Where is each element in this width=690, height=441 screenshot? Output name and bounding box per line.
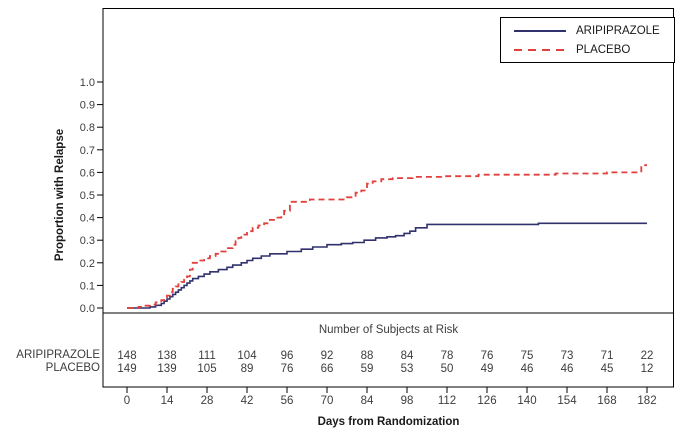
risk-count: 105 bbox=[197, 363, 216, 375]
x-axis-tick-label: 126 bbox=[477, 395, 496, 407]
risk-count: 75 bbox=[521, 350, 534, 362]
x-axis-tick-label: 14 bbox=[161, 395, 174, 407]
risk-count: 66 bbox=[321, 363, 334, 375]
risk-count: 45 bbox=[601, 363, 614, 375]
placebo-line-swatch bbox=[514, 48, 566, 51]
y-axis-tick-label: 0.4 bbox=[80, 213, 95, 225]
risk-row-label-aripiprazole: ARIPIPRAZOLE bbox=[16, 349, 100, 361]
legend-label-aripiprazole: ARIPIPRAZOLE bbox=[576, 24, 660, 37]
y-axis-tick-label: 0.1 bbox=[80, 280, 95, 292]
x-axis-tick-label: 140 bbox=[517, 395, 536, 407]
risk-count: 46 bbox=[521, 363, 534, 375]
y-axis-tick-label: 0.6 bbox=[80, 167, 95, 179]
x-axis-tick-label: 182 bbox=[637, 395, 656, 407]
risk-row-label-placebo: PLACEBO bbox=[45, 362, 100, 374]
risk-count: 46 bbox=[561, 363, 574, 375]
risk-count: 49 bbox=[481, 363, 494, 375]
x-axis-tick-label: 70 bbox=[321, 395, 334, 407]
risk-count: 12 bbox=[641, 363, 654, 375]
placebo-curve bbox=[127, 164, 647, 309]
risk-count: 53 bbox=[401, 363, 414, 375]
plot-frame bbox=[102, 8, 674, 388]
risk-count: 139 bbox=[157, 363, 176, 375]
x-axis-tick-label: 154 bbox=[557, 395, 577, 407]
risk-count: 96 bbox=[281, 350, 294, 362]
risk-count: 50 bbox=[441, 363, 454, 375]
aripiprazole-curve bbox=[127, 222, 647, 309]
y-axis-tick-label: 1.0 bbox=[80, 77, 95, 89]
risk-count: 71 bbox=[601, 350, 614, 362]
legend-item-placebo: PLACEBO bbox=[514, 43, 674, 57]
risk-count: 138 bbox=[157, 350, 176, 362]
y-axis-tick-label: 0.3 bbox=[80, 235, 95, 247]
legend-item-aripiprazole: ARIPIPRAZOLE bbox=[514, 24, 674, 38]
risk-count: 73 bbox=[561, 350, 574, 362]
x-axis-tick-label: 56 bbox=[281, 395, 294, 407]
y-axis-tick-label: 0.8 bbox=[80, 122, 95, 134]
risk-count: 59 bbox=[361, 363, 374, 375]
risk-count: 88 bbox=[361, 350, 374, 362]
legend-box: ARIPIPRAZOLE PLACEBO bbox=[500, 17, 675, 63]
y-axis-tick-label: 0.5 bbox=[80, 190, 95, 202]
x-axis-tick-label: 98 bbox=[401, 395, 414, 407]
y-axis-tick-label: 0.7 bbox=[80, 145, 95, 157]
legend-label-placebo: PLACEBO bbox=[576, 43, 631, 56]
risk-count: 22 bbox=[641, 350, 654, 362]
risk-count: 104 bbox=[237, 350, 257, 362]
risk-count: 84 bbox=[401, 350, 414, 362]
risk-count: 76 bbox=[481, 350, 494, 362]
risk-count: 149 bbox=[117, 363, 136, 375]
x-axis-tick-label: 0 bbox=[124, 395, 130, 407]
x-axis-tick-label: 84 bbox=[361, 395, 374, 407]
risk-count: 78 bbox=[441, 350, 454, 362]
y-axis-tick-label: 0.9 bbox=[80, 100, 95, 112]
risk-count: 148 bbox=[117, 350, 136, 362]
risk-count: 92 bbox=[321, 350, 334, 362]
risk-table-title: Number of Subjects at Risk bbox=[318, 324, 459, 336]
y-axis-tick-label: 0.2 bbox=[80, 258, 95, 270]
y-axis-title: Proportion with Relapse bbox=[54, 128, 66, 262]
x-axis-tick-label: 168 bbox=[597, 395, 616, 407]
risk-count: 89 bbox=[241, 363, 254, 375]
risk-count: 111 bbox=[198, 350, 215, 362]
x-axis-tick-label: 112 bbox=[438, 395, 456, 407]
x-axis-tick-label: 42 bbox=[241, 395, 254, 407]
x-axis-tick-label: 28 bbox=[201, 395, 214, 407]
y-axis-tick-label: 0.0 bbox=[80, 303, 95, 315]
x-axis-title: Days from Randomization bbox=[317, 416, 460, 428]
risk-count: 76 bbox=[281, 363, 294, 375]
aripiprazole-line-swatch bbox=[514, 29, 566, 32]
